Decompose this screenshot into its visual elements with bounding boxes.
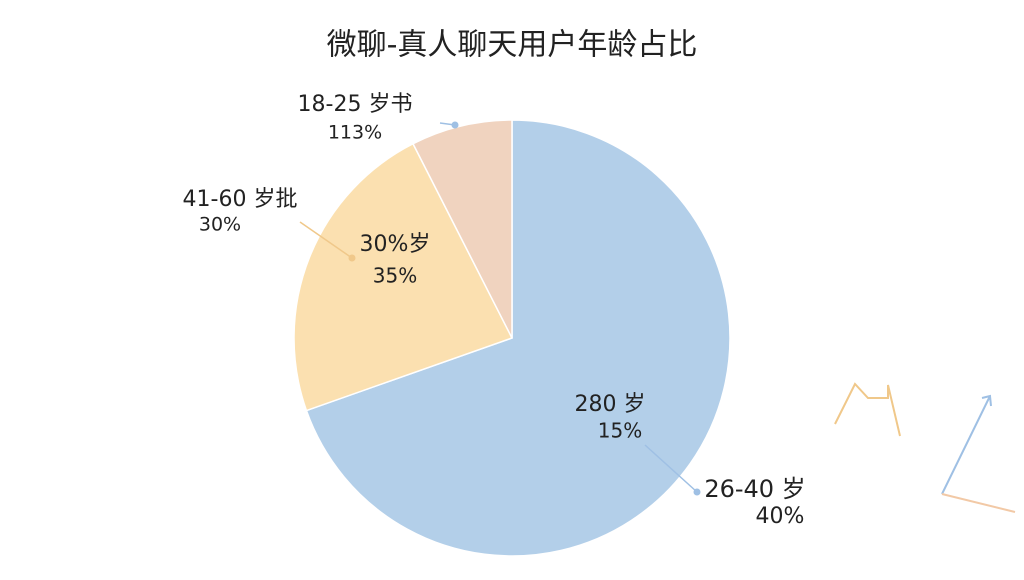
leader-dot xyxy=(451,121,459,129)
data-label: 40% xyxy=(756,504,805,529)
data-label: 35% xyxy=(373,264,417,288)
data-label: 26-40 岁 xyxy=(704,475,805,503)
data-label: 41-60 岁批 xyxy=(183,187,298,212)
leader-line xyxy=(644,444,698,493)
data-label: 15% xyxy=(598,419,642,443)
decoration xyxy=(834,382,1016,513)
leader-line xyxy=(299,221,353,259)
leader-dot xyxy=(693,488,701,496)
data-label: 30% xyxy=(199,214,241,236)
pie-slice xyxy=(293,142,514,412)
data-label: 30%岁 xyxy=(360,232,431,257)
data-label: 18-25 岁书 xyxy=(298,92,413,117)
pie-slice xyxy=(305,119,731,557)
doodle xyxy=(941,493,1016,513)
doodle xyxy=(834,382,901,437)
leader-dot xyxy=(348,254,356,262)
chart-title: 微聊-真人聊天用户年龄占比 xyxy=(327,28,698,63)
data-label: 113% xyxy=(328,122,382,144)
data-label: 280 岁 xyxy=(575,392,646,417)
doodle xyxy=(941,394,992,495)
pie-slice xyxy=(412,119,513,339)
